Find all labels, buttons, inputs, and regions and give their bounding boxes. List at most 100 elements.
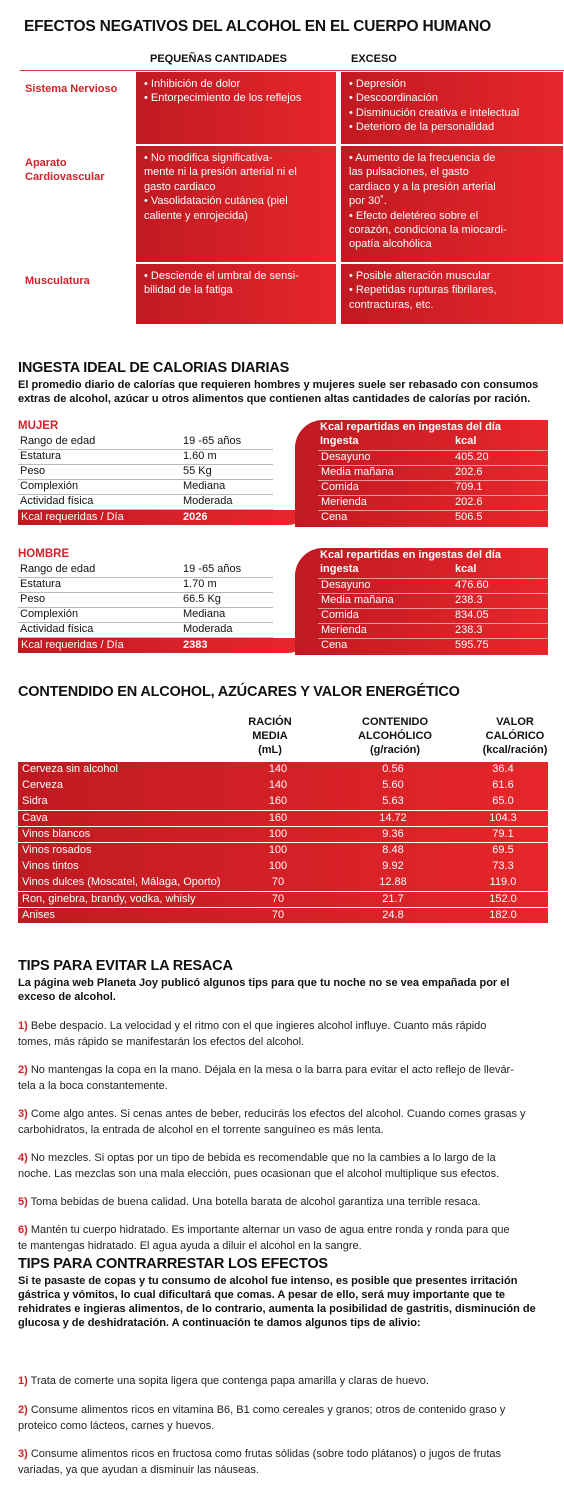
- profile-row-sep: [18, 449, 273, 450]
- tip-line: te mantengas hidratado. El agua ayuda a …: [18, 1239, 548, 1255]
- counter-intro: Si te pasaste de copas y tu consumo de a…: [18, 1275, 536, 1329]
- tip-text: Consume alimentos ricos en fructosa como…: [27, 1448, 502, 1460]
- alcohol-row: Cerveza 140 5.60 61.6: [18, 778, 548, 794]
- drink-alcohol: 9.92: [382, 860, 404, 873]
- tip-text: Consume alimentos ricos en vitamina B6, …: [27, 1404, 506, 1416]
- effect-excess-cell: • Depresión • Descoordinación • Disminució…: [341, 72, 563, 144]
- drink-kcal: 69.5: [492, 844, 514, 856]
- tip-item: 5) Toma bebidas de buena calidad. Una bo…: [18, 1195, 548, 1211]
- tip-number: 2): [18, 1404, 28, 1416]
- tip-text: tela a la boca constantemente.: [18, 1079, 168, 1092]
- drink-kcal: 119.0: [489, 876, 517, 889]
- tip-text: No mezcles. Si optas por un tipo de bebi…: [27, 1152, 496, 1164]
- effect-line: • Efecto deletéreo sobre el: [349, 209, 479, 222]
- kcal-required-label: Kcal requeridas / Día: [21, 639, 124, 651]
- drink-name: Vinos rosados: [22, 844, 92, 856]
- effects-col-small: PEQUEÑAS CANTIDADES: [150, 53, 287, 65]
- profile-row-value: Moderada: [183, 495, 233, 507]
- profile-row-value: Mediana: [183, 480, 226, 492]
- alcohol-row: Vinos rosados 100 8.48 69.5: [18, 843, 548, 859]
- meal-row-sep: [318, 465, 548, 466]
- drink-name: Anises: [22, 908, 56, 921]
- tip-item: 2) Consume alimentos ricos en vitamina B…: [18, 1403, 548, 1434]
- meal-kcal: 238.3: [455, 624, 483, 636]
- drink-ml: 70: [271, 892, 285, 905]
- tip-line: tela a la boca constantemente.: [18, 1079, 548, 1095]
- profile-row-value: 19 -65 años: [183, 435, 242, 447]
- tip-line: 2) Consume alimentos ricos en vitamina B…: [18, 1403, 548, 1419]
- meal-kcal: 202.6: [455, 496, 483, 508]
- profile-row-sep: [18, 509, 273, 510]
- meal-row-sep: [318, 578, 548, 579]
- alcohol-row: Anises 70 24.8 182.0: [18, 907, 548, 924]
- effect-line: caliente y enrojecida): [144, 209, 248, 222]
- meal-row-sep: [318, 510, 548, 511]
- kcal-required-bar: [18, 510, 303, 525]
- drink-alcohol: 8.48: [382, 844, 404, 856]
- drink-ml: 70: [271, 908, 285, 921]
- effect-line: • Desciende el umbral de sensi-: [144, 270, 299, 282]
- tip-number: 5): [18, 1196, 28, 1208]
- tip-item: 1) Bebe despacio. La velocidad y el ritm…: [18, 1019, 548, 1050]
- drink-kcal: 73.3: [492, 860, 514, 873]
- effect-line: • Aumento de la frecuencia de: [349, 152, 496, 164]
- profile-row-sep: [18, 622, 273, 623]
- drink-ml: 100: [268, 827, 288, 840]
- drink-alcohol: 5.60: [382, 779, 404, 792]
- alcohol-title: CONTENDIDO EN ALCOHOL, AZÚCARES Y VALOR …: [18, 684, 460, 700]
- tip-text: Come algo antes. Si cenas antes de beber…: [27, 1108, 526, 1120]
- meal-kcal: 202.6: [455, 466, 483, 478]
- profile-row-label: Peso: [20, 593, 46, 605]
- drink-name: Vinos tintos: [22, 860, 79, 873]
- tip-line: 5) Toma bebidas de buena calidad. Una bo…: [18, 1195, 548, 1211]
- page-title: EFECTOS NEGATIVOS DEL ALCOHOL EN EL CUER…: [24, 18, 492, 35]
- drink-ml: 100: [268, 860, 288, 873]
- drink-ml: 140: [268, 779, 288, 792]
- effect-line: las pulsaciones, el gasto: [349, 166, 469, 179]
- profile-row-sep: [18, 479, 273, 480]
- profile-row-value: Moderada: [183, 623, 233, 635]
- kcal-required-label: Kcal requeridas / Día: [21, 511, 124, 523]
- tip-line: 3) Come algo antes. Si cenas antes de be…: [18, 1107, 548, 1123]
- meal-kcal: 834.05: [455, 609, 489, 621]
- drink-alcohol: 0.56: [382, 763, 404, 775]
- effects-table: Sistema Nervioso • Inhibición de dolor • E…: [0, 0, 564, 330]
- drink-alcohol: 9.36: [382, 827, 404, 840]
- alcohol-row: Sidra 160 5.63 65.0: [18, 794, 548, 810]
- tip-text: variadas, ya que ayudan a disminuir las …: [18, 1463, 259, 1476]
- alcohol-header-line: ALCOHÓLICO: [358, 730, 432, 742]
- profile-row-label: Estatura: [20, 578, 61, 590]
- profile-row-value: 55 Kg: [183, 465, 212, 477]
- meals-head-ingesta: Ingesta: [320, 435, 359, 447]
- drink-name: Ron, ginebra, brandy, vodka, whisly: [22, 892, 196, 905]
- alcohol-header-line: CALÓRICO: [485, 730, 545, 742]
- alcohol-row: Vinos blancos 100 9.36 79.1: [18, 826, 548, 843]
- meal-kcal: 238.3: [455, 594, 483, 606]
- effect-line: bilidad de la fatiga: [144, 284, 233, 297]
- meal-name: Comida: [321, 609, 359, 621]
- drink-kcal: 152.0: [489, 892, 517, 905]
- effect-line: • No modifica significativa-: [144, 152, 273, 164]
- tip-text: tomes, más rápido se manifestarán los ef…: [18, 1035, 305, 1048]
- effect-line: • Vasolidatación cutánea (piel: [144, 195, 288, 208]
- tip-line: variadas, ya que ayudan a disminuir las …: [18, 1463, 548, 1479]
- calories-intro: El promedio diario de calorías que requi…: [18, 379, 539, 405]
- meal-row-sep: [318, 593, 548, 594]
- calories-title: INGESTA IDEAL DE CALORIAS DIARIAS: [18, 360, 290, 376]
- effect-system-label: Aparato Cardiovascular: [25, 157, 105, 183]
- meal-name: Merienda: [321, 496, 367, 508]
- effect-line: por 30˚.: [349, 195, 387, 208]
- drink-kcal: 61.6: [492, 779, 514, 792]
- tip-item: 4) No mezcles. Si optas por un tipo de b…: [18, 1151, 548, 1182]
- profile-row-label: Actividad física: [20, 623, 94, 635]
- drink-name: Cerveza: [22, 779, 63, 792]
- profile-row-value: 19 -65 años: [183, 563, 242, 575]
- tip-text: te mantengas hidratado. El agua ayuda a …: [18, 1239, 362, 1252]
- effect-small-cell: • Inhibición de dolor • Entorpecimiento d…: [136, 72, 336, 144]
- drink-alcohol: 24.8: [382, 908, 404, 921]
- drink-ml: 140: [268, 763, 288, 775]
- meal-name: Cena: [321, 511, 348, 523]
- profile-row-sep: [18, 464, 273, 465]
- drink-kcal: 182.0: [489, 908, 517, 921]
- effect-small-cell: • Desciende el umbral de sensi-bilidad d…: [136, 264, 336, 324]
